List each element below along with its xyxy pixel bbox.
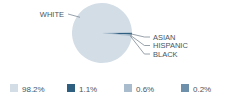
slice-label: WHITE [40,10,64,19]
legend-label: 1.1% [79,85,97,94]
legend-swatch [124,84,132,92]
pie-slice [102,33,132,36]
slice-label: BLACK [153,50,178,59]
labels: WHITEASIANHISPANICBLACK [40,10,189,59]
legend-swatch [10,84,18,92]
leader-line [130,36,150,54]
legend-label: 98.2% [22,85,45,94]
pie-slice [72,3,132,63]
legend-label: 0.6% [136,85,154,94]
leader-line [130,34,150,37]
pie-slice [102,33,132,36]
leader-line [68,14,80,17]
legend: 98.2% 1.1% 0.6% 0.2% [10,84,211,94]
chart: WHITEASIANHISPANICBLACK 98.2% 1.1% 0.6% 0.2% [0,0,240,100]
legend-swatch [181,84,189,92]
legend-swatch [67,84,75,92]
pie [72,3,132,63]
legend-label: 0.2% [193,85,211,94]
